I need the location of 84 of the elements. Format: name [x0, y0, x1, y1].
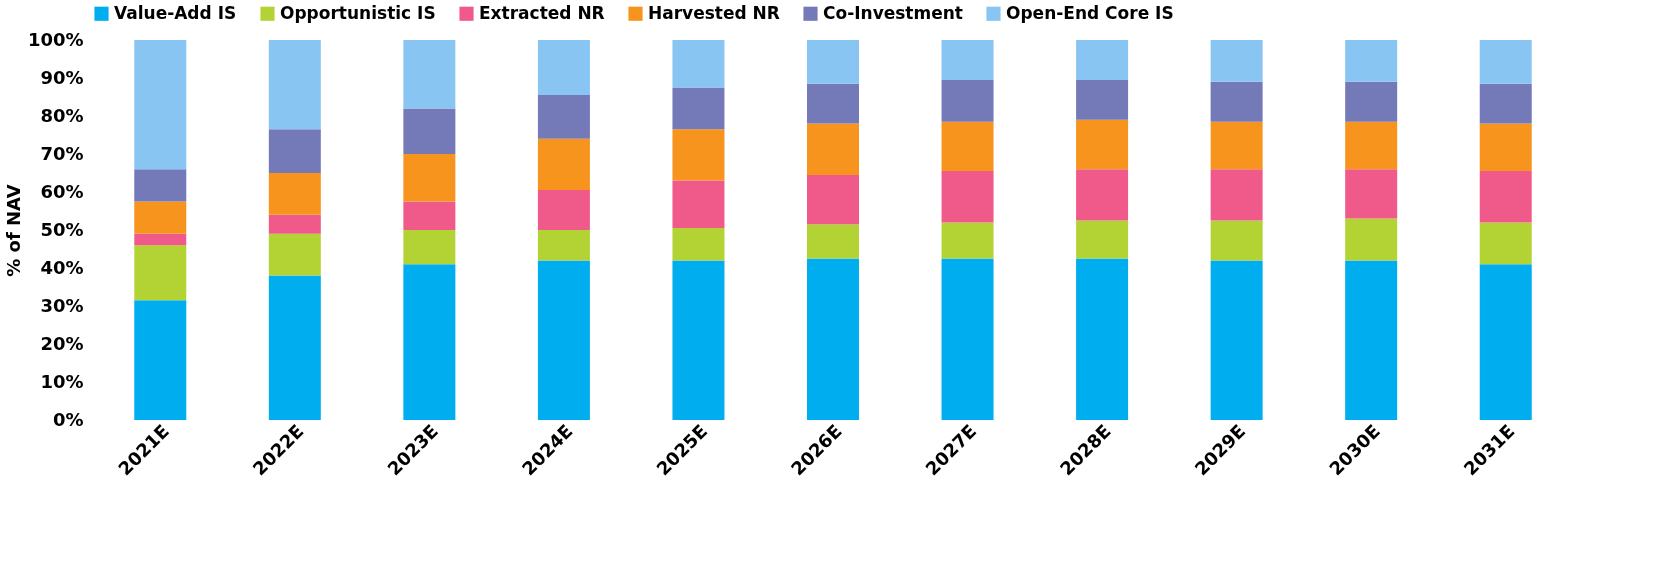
- bar: [941, 171, 994, 223]
- bar: [807, 258, 859, 420]
- bar: [537, 40, 590, 96]
- bar: [268, 233, 321, 276]
- bar: [134, 169, 187, 202]
- bar: [807, 224, 859, 259]
- bar: [1479, 171, 1532, 223]
- bar: [268, 40, 321, 130]
- bar: [403, 40, 456, 109]
- y-tick-label: 20%: [40, 332, 84, 354]
- bar: [403, 201, 456, 230]
- bar: [1345, 121, 1398, 170]
- bar: [537, 230, 590, 261]
- bar: [1210, 121, 1263, 170]
- bar: [1479, 83, 1532, 124]
- bar: [941, 222, 994, 259]
- bar: [1479, 264, 1532, 420]
- bar: [1479, 123, 1532, 172]
- bar: [941, 121, 994, 172]
- y-tick-label: 100%: [27, 28, 84, 50]
- bar: [807, 123, 859, 175]
- y-tick-label: 0%: [52, 408, 84, 430]
- bar: [1210, 40, 1263, 82]
- y-tick-label: 30%: [40, 294, 84, 316]
- bar: [807, 83, 859, 124]
- bar: [134, 40, 187, 170]
- bar: [1479, 40, 1532, 84]
- y-tick-label: 60%: [40, 180, 84, 202]
- bar: [1076, 40, 1129, 80]
- bar: [268, 214, 321, 234]
- bar: [1345, 218, 1398, 261]
- legend-label: Co-Investment: [823, 2, 963, 23]
- bar: [941, 40, 994, 80]
- y-axis-title: % of NAV: [2, 184, 24, 277]
- y-tick-label: 70%: [40, 142, 84, 164]
- bar: [1076, 119, 1129, 170]
- bar: [134, 245, 187, 301]
- bar: [1479, 222, 1532, 265]
- bar: [537, 95, 590, 139]
- bar: [1076, 169, 1129, 221]
- bar: [807, 40, 859, 84]
- legend-label: Open-End Core IS: [1006, 2, 1174, 23]
- bar: [537, 190, 590, 230]
- bar: [1345, 169, 1398, 219]
- bar: [672, 87, 725, 130]
- bar: [672, 260, 725, 420]
- bar: [672, 180, 725, 229]
- legend-label: Opportunistic IS: [280, 2, 436, 23]
- y-tick-label: 10%: [40, 370, 84, 392]
- bar: [941, 258, 994, 420]
- bar: [1210, 169, 1263, 221]
- bar: [672, 228, 725, 261]
- bar: [1210, 220, 1263, 261]
- bar: [403, 264, 456, 420]
- bar: [403, 154, 456, 202]
- bar: [1076, 79, 1129, 120]
- bar: [537, 138, 590, 191]
- bar: [268, 129, 321, 173]
- legend-label: Harvested NR: [648, 2, 780, 23]
- y-tick-label: 40%: [40, 256, 84, 278]
- bar: [941, 79, 994, 122]
- bar: [672, 129, 725, 181]
- legend-label: Extracted NR: [479, 2, 605, 23]
- bar: [672, 40, 725, 88]
- bar: [807, 174, 859, 225]
- bar: [403, 108, 456, 154]
- bar: [1345, 40, 1398, 82]
- bar: [537, 260, 590, 420]
- bar: [268, 173, 321, 215]
- bar: [1345, 260, 1398, 420]
- legend-label: Value-Add IS: [114, 2, 237, 23]
- bar: [1345, 81, 1398, 122]
- bar: [134, 300, 187, 420]
- bar: [1076, 258, 1129, 420]
- bar: [1210, 81, 1263, 122]
- bar: [268, 275, 321, 420]
- bar: [134, 201, 187, 234]
- y-tick-label: 80%: [40, 104, 84, 126]
- bar: [1210, 260, 1263, 420]
- y-tick-label: 50%: [40, 218, 84, 240]
- bar: [403, 230, 456, 265]
- bar: [134, 233, 187, 246]
- y-tick-label: 90%: [40, 66, 84, 88]
- bar: [1076, 220, 1129, 259]
